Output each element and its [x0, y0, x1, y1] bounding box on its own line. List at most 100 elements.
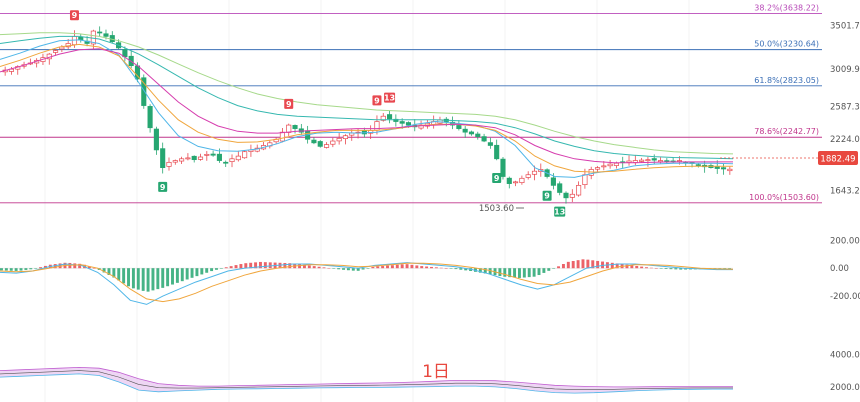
macd-bar: [107, 268, 111, 275]
macd-bar: [219, 268, 223, 269]
macd-bar: [127, 268, 130, 287]
candle-body: [626, 160, 632, 163]
macd-bar: [185, 268, 189, 280]
macd-bar: [283, 263, 287, 269]
signal-badge: [384, 92, 396, 103]
macd-bar: [684, 268, 688, 270]
macd-bar: [171, 268, 174, 285]
macd-bar: [503, 268, 507, 277]
candle-body: [601, 165, 607, 168]
candle-body: [576, 185, 582, 196]
last-price-value: 1882.49: [820, 155, 855, 165]
candle-body: [179, 158, 185, 162]
macd-bar: [654, 268, 658, 269]
macd-bar: [561, 264, 565, 269]
macd-bar: [307, 265, 311, 269]
macd-bar: [498, 268, 502, 277]
price-tick-label: 2224.01: [830, 135, 860, 145]
macd-bar: [669, 268, 673, 270]
macd-bar: [239, 264, 243, 269]
macd-bar: [156, 268, 160, 290]
candle-body: [387, 114, 393, 120]
macd-bar: [728, 268, 732, 269]
macd-bar: [346, 268, 350, 271]
signal-count: 13: [554, 208, 565, 217]
macd-bar: [141, 268, 145, 291]
candle-body: [103, 33, 109, 37]
price-tick-label: 2587.32: [830, 103, 860, 113]
signal-count: 9: [544, 192, 550, 201]
fib-label: 100.0%(1503.60): [749, 193, 819, 202]
candle-body: [550, 177, 556, 186]
macd-bar: [478, 268, 482, 273]
last-price-tag: 1882.49: [720, 151, 858, 165]
macd-bar: [332, 268, 336, 269]
macd-bar: [586, 259, 590, 269]
price-tick-label: 3009.99: [830, 65, 860, 75]
macd-bar: [342, 268, 345, 270]
macd-bar: [420, 266, 424, 269]
candle-body: [279, 131, 285, 142]
macd-bar: [161, 268, 165, 288]
band-lower-line: [0, 373, 733, 394]
candle-body: [456, 125, 462, 129]
macd-bar: [356, 268, 360, 271]
candle-body: [204, 153, 210, 156]
macd-bar: [288, 263, 292, 269]
macd-bar: [34, 268, 38, 269]
fibonacci-levels: 38.2%(3638.22) 50.0%(3230.64) 61.8%(2823.0…: [0, 3, 822, 204]
macd-bar: [508, 268, 512, 278]
candle-body: [197, 156, 204, 160]
ma-line: [0, 35, 734, 160]
macd-tick-label: -200.00: [830, 292, 860, 302]
macd-bar: [625, 264, 629, 269]
macd-bar: [640, 266, 644, 269]
macd-bar: [39, 267, 43, 269]
macd-bar: [674, 268, 678, 270]
macd-bar: [322, 267, 326, 269]
candle-body: [462, 128, 468, 133]
candle-body: [160, 148, 166, 169]
macd-bar: [166, 268, 170, 287]
macd-bar: [190, 268, 194, 278]
candle-body: [336, 138, 342, 142]
signal-badge: [542, 190, 552, 201]
macd-bar: [175, 268, 179, 283]
candle-body: [172, 160, 178, 163]
grid: [44, 0, 690, 402]
low-marker-text: 1503.60: [479, 204, 514, 214]
macd-bar: [532, 268, 536, 277]
macd-bar: [630, 265, 634, 269]
macd-bar: [635, 265, 639, 269]
macd-bar: [361, 268, 365, 270]
macd-bar: [376, 266, 380, 269]
candle-body: [141, 77, 147, 106]
candle-body: [727, 168, 733, 172]
macd-bar: [601, 261, 604, 269]
macd-bar: [522, 268, 526, 278]
macd-bar: [679, 268, 683, 270]
signal-badge: [372, 95, 382, 106]
macd-bar: [19, 268, 23, 271]
macd-bar: [4, 268, 8, 271]
macd-bar: [576, 260, 580, 269]
macd-bar: [122, 268, 126, 284]
band-tick-label: 2000.00: [830, 383, 860, 393]
macd-bar: [464, 268, 468, 271]
band-price-trace: [0, 370, 733, 390]
volume-band: 4000.00 2000.00: [0, 350, 860, 394]
fib-label: 38.2%(3638.22): [754, 3, 819, 12]
signal-count: 9: [374, 96, 380, 105]
candle-body: [399, 121, 405, 124]
candle-body: [613, 162, 619, 166]
macd-panel: 200.00 0.00 -200.00: [0, 236, 860, 305]
macd-bar: [395, 264, 399, 269]
macd-bar: [210, 268, 214, 272]
macd-bar: [180, 268, 184, 282]
candle-body: [720, 167, 727, 170]
macd-tick-label: 200.00: [830, 236, 860, 246]
macd-bar: [386, 265, 389, 269]
candle-body: [607, 163, 613, 167]
candle-body: [500, 158, 506, 177]
